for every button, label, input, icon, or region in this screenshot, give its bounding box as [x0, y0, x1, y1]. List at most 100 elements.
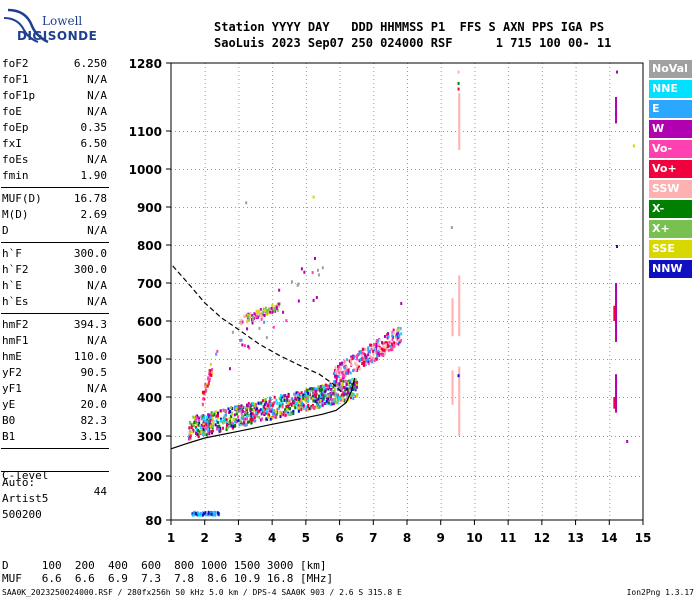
grid-dot	[609, 247, 611, 248]
grid-dot	[373, 383, 375, 384]
legend-entry-nnw: NNW	[649, 260, 692, 278]
echo-point	[337, 368, 340, 372]
grid-dot	[287, 436, 288, 437]
grid-dot	[575, 131, 577, 132]
grid-dot	[474, 307, 476, 308]
echo-point	[382, 345, 385, 349]
grid-dot	[440, 255, 442, 256]
echo-point	[318, 394, 321, 398]
grid-dot	[343, 476, 344, 477]
echo-point	[209, 512, 212, 516]
grid-dot	[511, 283, 512, 284]
grid-dot	[407, 499, 408, 500]
grid-dot	[535, 207, 536, 208]
grid-dot	[295, 169, 296, 170]
echo-point	[330, 394, 333, 398]
grid-dot	[440, 323, 442, 324]
echo-point	[262, 405, 265, 409]
echo-point	[285, 406, 288, 410]
grid-dot	[223, 359, 224, 360]
echo-point	[360, 354, 363, 358]
echo-point	[345, 358, 348, 362]
grid-dot	[315, 131, 316, 132]
grid-dot	[387, 359, 388, 360]
grid-dot	[603, 131, 604, 132]
grid-dot	[539, 359, 540, 360]
grid-dot	[238, 507, 240, 508]
grid-dot	[539, 476, 540, 477]
grid-dot	[627, 131, 628, 132]
grid-dot	[474, 87, 476, 88]
grid-dot	[305, 231, 307, 232]
grid-dot	[305, 87, 307, 88]
grid-dot	[343, 169, 344, 170]
grid-dot	[467, 359, 468, 360]
grid-dot	[327, 283, 328, 284]
grid-dot	[305, 207, 307, 208]
plot-grid	[171, 63, 640, 520]
grid-dot	[303, 245, 304, 246]
grid-dot	[238, 207, 240, 208]
grid-dot	[575, 179, 577, 180]
grid-dot	[207, 359, 208, 360]
grid-dot	[207, 283, 208, 284]
grid-dot	[440, 287, 442, 288]
echo-point	[340, 366, 343, 370]
grid-dot	[183, 476, 184, 477]
grid-dot	[609, 343, 611, 344]
autoscaling-version: 500200	[2, 508, 42, 521]
grid-dot	[403, 476, 404, 477]
grid-dot	[373, 179, 375, 180]
grid-dot	[440, 111, 442, 112]
param-row-he: h`E N/A	[1, 278, 109, 294]
echo-point	[305, 396, 308, 400]
grid-dot	[407, 107, 408, 108]
grid-dot	[407, 175, 408, 176]
grid-dot	[415, 321, 416, 322]
grid-dot	[474, 123, 476, 124]
grid-dot	[575, 395, 577, 396]
grid-dot	[595, 397, 596, 398]
grid-dot	[407, 503, 408, 504]
grid-dot	[575, 511, 577, 512]
grid-dot	[272, 439, 274, 440]
param-name: foEp	[2, 121, 29, 134]
grid-dot	[339, 79, 341, 80]
divider	[1, 313, 109, 314]
grid-dot	[515, 321, 516, 322]
echo-point	[259, 418, 262, 422]
grid-dot	[183, 397, 184, 398]
x-tick-label: 9	[437, 531, 445, 545]
grid-dot	[474, 439, 476, 440]
grid-dot	[203, 283, 204, 284]
grid-dot	[440, 443, 442, 444]
grid-dot	[379, 245, 380, 246]
grid-dot	[635, 207, 636, 208]
echo-point	[381, 341, 384, 345]
grid-dot	[609, 123, 611, 124]
grid-dot	[238, 451, 240, 452]
grid-dot	[305, 311, 307, 312]
grid-dot	[575, 215, 577, 216]
grid-dot	[474, 331, 476, 332]
grid-dot	[204, 115, 206, 116]
echo-point	[217, 414, 220, 418]
grid-dot	[339, 515, 341, 516]
grid-dot	[609, 475, 611, 476]
grid-dot	[339, 431, 341, 432]
grid-dot	[440, 143, 442, 144]
grid-dot	[595, 207, 596, 208]
grid-dot	[339, 267, 341, 268]
grid-dot	[359, 321, 360, 322]
echo-point	[375, 345, 378, 349]
grid-dot	[238, 363, 240, 364]
grid-dot	[615, 169, 616, 170]
grid-dot	[395, 397, 396, 398]
grid-dot	[575, 115, 577, 116]
grid-dot	[541, 191, 543, 192]
grid-dot	[508, 223, 510, 224]
grid-dot	[339, 251, 341, 252]
grid-dot	[599, 131, 600, 132]
grid-dot	[204, 195, 206, 196]
echo-point	[270, 416, 273, 420]
